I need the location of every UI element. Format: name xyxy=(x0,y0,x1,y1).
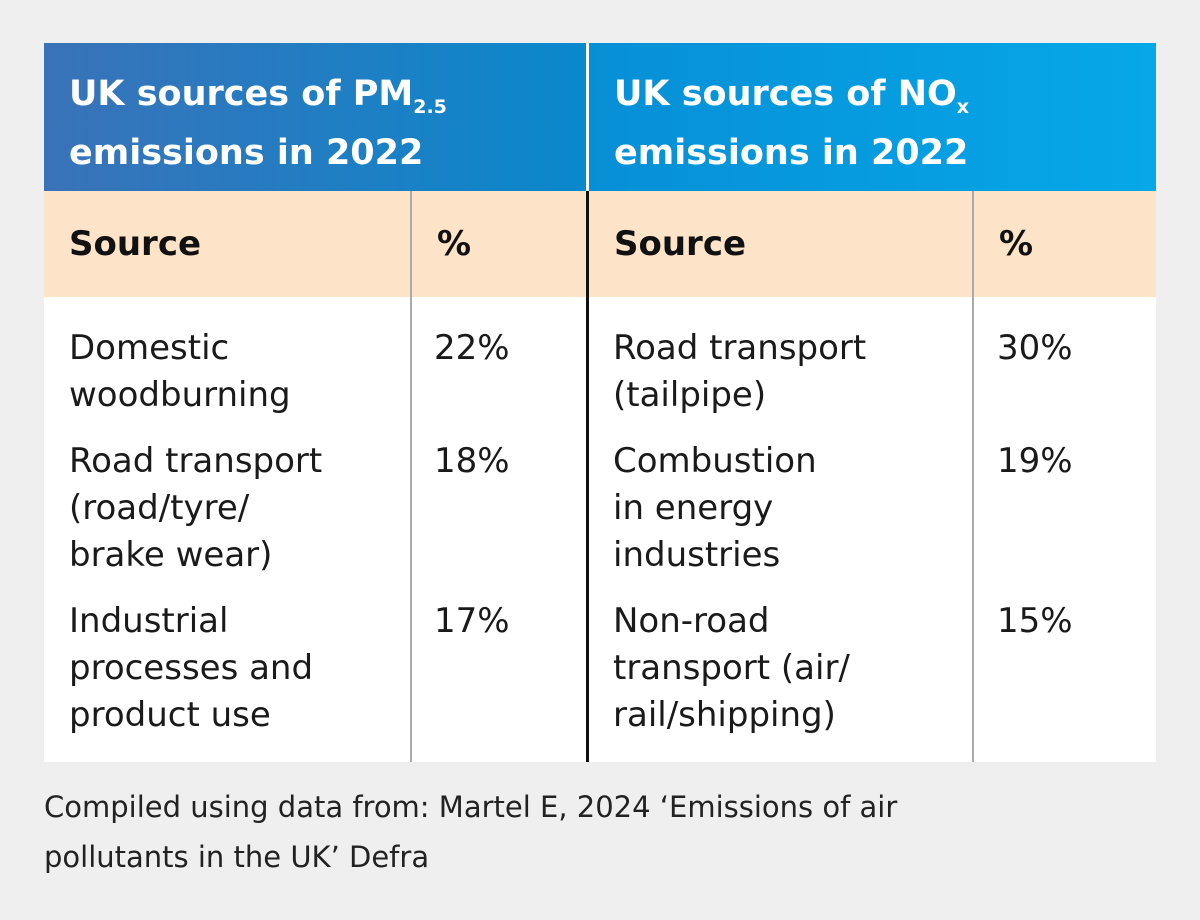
row-source: Non-road transport (air/rail/shipping) xyxy=(613,598,850,739)
source-line: industries xyxy=(613,535,781,575)
col-header-pct: % xyxy=(412,191,586,297)
title-text: UK sources of PM xyxy=(69,74,414,114)
col-header-pct: % xyxy=(974,191,1156,297)
row-percent: 19% xyxy=(997,441,1073,481)
col-header-source: Source xyxy=(589,191,972,297)
source-line: (tailpipe) xyxy=(613,375,767,415)
source-line: Non-road xyxy=(613,601,770,641)
source-line: rail/shipping) xyxy=(613,695,836,735)
row-percent: 30% xyxy=(997,328,1073,368)
source-line: Road transport xyxy=(69,441,323,481)
column-divider xyxy=(410,191,412,762)
row-source: Industrial processes and product use xyxy=(69,598,313,739)
title-text: emissions in 2022 xyxy=(69,133,424,173)
source-line: product use xyxy=(69,695,271,735)
caption-line: pollutants in the UK’ Defra xyxy=(44,840,430,874)
title-subscript: x xyxy=(956,96,970,118)
caption: Compiled using data from: Martel E, 2024… xyxy=(44,782,1044,882)
caption-line: Compiled using data from: Martel E, 2024… xyxy=(44,790,898,824)
column-divider xyxy=(972,191,974,762)
source-line: processes and xyxy=(69,648,314,688)
table-divider xyxy=(586,191,589,762)
title-text: UK sources of NO xyxy=(614,74,957,114)
nox-table-title: UK sources of NOx emissions in 2022 xyxy=(589,43,1156,191)
source-line: in energy xyxy=(613,488,774,528)
source-line: Domestic xyxy=(69,328,230,368)
title-text: emissions in 2022 xyxy=(614,133,969,173)
row-source: Road transport (road/tyre/brake wear) xyxy=(69,438,322,579)
row-percent: 22% xyxy=(434,328,510,368)
source-line: brake wear) xyxy=(69,535,273,575)
row-source: Road transport (tailpipe) xyxy=(613,325,866,419)
col-header-source: Source xyxy=(44,191,410,297)
source-line: transport (air/ xyxy=(613,648,850,688)
pm25-table-title: UK sources of PM2.5 emissions in 2022 xyxy=(44,43,586,191)
source-line: Industrial xyxy=(69,601,229,641)
title-subscript: 2.5 xyxy=(413,96,447,118)
emissions-table: UK sources of PM2.5 emissions in 2022 UK … xyxy=(44,43,1156,762)
row-source: Combustion in energy industries xyxy=(613,438,817,579)
row-percent: 15% xyxy=(997,601,1073,641)
source-line: woodburning xyxy=(69,375,291,415)
source-line: Combustion xyxy=(613,441,817,481)
source-line: Road transport xyxy=(613,328,867,368)
row-percent: 17% xyxy=(434,601,510,641)
row-source: Domestic woodburning xyxy=(69,325,291,419)
row-percent: 18% xyxy=(434,441,510,481)
source-line: (road/tyre/ xyxy=(69,488,250,528)
